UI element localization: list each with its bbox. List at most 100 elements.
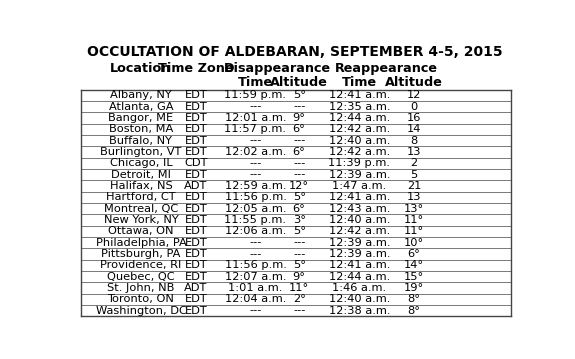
Text: 16: 16	[407, 113, 421, 123]
Text: ---: ---	[293, 169, 305, 180]
Text: 8: 8	[411, 135, 418, 145]
Text: Reappearance: Reappearance	[335, 62, 438, 75]
Text: Ottawa, ON: Ottawa, ON	[108, 226, 174, 236]
Text: 5°: 5°	[293, 260, 306, 270]
Text: 11:59 p.m.: 11:59 p.m.	[224, 90, 286, 100]
Text: 2: 2	[411, 158, 417, 168]
Text: 12:40 a.m.: 12:40 a.m.	[329, 215, 390, 225]
Text: EDT: EDT	[185, 226, 207, 236]
Text: 5°: 5°	[293, 226, 306, 236]
Text: 5°: 5°	[293, 192, 306, 202]
Text: 9°: 9°	[293, 113, 306, 123]
Text: ADT: ADT	[184, 181, 208, 191]
Text: 6°: 6°	[408, 249, 420, 259]
Text: 12:42 a.m.: 12:42 a.m.	[329, 147, 390, 157]
Text: ---: ---	[250, 238, 262, 247]
Text: St. John, NB: St. John, NB	[108, 283, 175, 293]
Text: ---: ---	[250, 306, 262, 316]
Text: 2°: 2°	[293, 294, 305, 304]
Text: 6°: 6°	[293, 147, 305, 157]
Text: EDT: EDT	[185, 147, 207, 157]
Text: 12:59 a.m.: 12:59 a.m.	[225, 181, 286, 191]
Text: 1:01 a.m.: 1:01 a.m.	[228, 283, 283, 293]
Text: 13: 13	[407, 192, 421, 202]
Text: 12:05 a.m.: 12:05 a.m.	[225, 204, 286, 214]
Text: EDT: EDT	[185, 306, 207, 316]
Text: 12:01 a.m.: 12:01 a.m.	[225, 113, 286, 123]
Text: Bangor, ME: Bangor, ME	[108, 113, 174, 123]
Text: 11°: 11°	[289, 283, 309, 293]
Text: New York, NY: New York, NY	[104, 215, 178, 225]
Text: 19°: 19°	[404, 283, 424, 293]
Text: 12:35 a.m.: 12:35 a.m.	[328, 102, 390, 112]
Text: 6°: 6°	[293, 204, 305, 214]
Text: 13: 13	[407, 147, 421, 157]
Text: 1:47 a.m.: 1:47 a.m.	[332, 181, 386, 191]
Text: ADT: ADT	[184, 283, 208, 293]
Text: 6°: 6°	[293, 124, 305, 134]
Text: CDT: CDT	[184, 158, 208, 168]
Text: 12:39 a.m.: 12:39 a.m.	[328, 238, 390, 247]
Text: ---: ---	[250, 249, 262, 259]
Text: Hartford, CT: Hartford, CT	[106, 192, 176, 202]
Text: EDT: EDT	[185, 204, 207, 214]
Text: ---: ---	[293, 102, 305, 112]
Text: 11°: 11°	[404, 226, 424, 236]
Text: Philadelphia, PA: Philadelphia, PA	[95, 238, 186, 247]
Text: EDT: EDT	[185, 90, 207, 100]
Text: EDT: EDT	[185, 113, 207, 123]
Text: 12:06 a.m.: 12:06 a.m.	[225, 226, 286, 236]
Text: 10°: 10°	[404, 238, 424, 247]
Text: EDT: EDT	[185, 135, 207, 145]
Text: 12:02 a.m.: 12:02 a.m.	[225, 147, 286, 157]
Text: 11:56 p.m.: 11:56 p.m.	[224, 260, 286, 270]
Text: 15°: 15°	[404, 271, 424, 281]
Text: 21: 21	[407, 181, 421, 191]
Text: OCCULTATION OF ALDEBARAN, SEPTEMBER 4-5, 2015: OCCULTATION OF ALDEBARAN, SEPTEMBER 4-5,…	[87, 45, 503, 59]
Text: 12:44 a.m.: 12:44 a.m.	[329, 113, 390, 123]
Text: EDT: EDT	[185, 169, 207, 180]
Text: 8°: 8°	[408, 294, 421, 304]
Text: 12:44 a.m.: 12:44 a.m.	[329, 271, 390, 281]
Text: 1:46 a.m.: 1:46 a.m.	[332, 283, 386, 293]
Text: Altitude: Altitude	[385, 76, 443, 89]
Text: 12°: 12°	[289, 181, 309, 191]
Text: Boston, MA: Boston, MA	[109, 124, 173, 134]
Text: Albany, NY: Albany, NY	[110, 90, 172, 100]
Text: ---: ---	[250, 158, 262, 168]
Text: 12:07 a.m.: 12:07 a.m.	[225, 271, 286, 281]
Text: 12:41 a.m.: 12:41 a.m.	[329, 90, 390, 100]
Text: EDT: EDT	[185, 294, 207, 304]
Text: Altitude: Altitude	[270, 76, 328, 89]
Text: Buffalo, NY: Buffalo, NY	[109, 135, 172, 145]
Text: Halifax, NS: Halifax, NS	[110, 181, 172, 191]
Text: 12:41 a.m.: 12:41 a.m.	[329, 260, 390, 270]
Text: Montreal, QC: Montreal, QC	[104, 204, 178, 214]
Text: Atlanta, GA: Atlanta, GA	[109, 102, 173, 112]
Text: EDT: EDT	[185, 271, 207, 281]
Text: Location: Location	[110, 62, 171, 75]
Text: 12:43 a.m.: 12:43 a.m.	[329, 204, 390, 214]
Text: EDT: EDT	[185, 124, 207, 134]
Text: 12:38 a.m.: 12:38 a.m.	[328, 306, 390, 316]
Text: Providence, RI: Providence, RI	[100, 260, 182, 270]
Text: Time: Time	[238, 76, 273, 89]
Text: 12:04 a.m.: 12:04 a.m.	[225, 294, 286, 304]
Text: ---: ---	[250, 135, 262, 145]
Text: EDT: EDT	[185, 260, 207, 270]
Text: 12:40 a.m.: 12:40 a.m.	[329, 135, 390, 145]
Text: ---: ---	[293, 158, 305, 168]
Text: EDT: EDT	[185, 238, 207, 247]
Text: ---: ---	[293, 306, 305, 316]
Text: 11°: 11°	[404, 215, 424, 225]
Text: Toronto, ON: Toronto, ON	[108, 294, 174, 304]
Text: 12: 12	[407, 90, 421, 100]
Text: 12:42 a.m.: 12:42 a.m.	[329, 226, 390, 236]
Text: 5°: 5°	[293, 90, 306, 100]
Text: 11:55 p.m.: 11:55 p.m.	[224, 215, 286, 225]
Text: EDT: EDT	[185, 215, 207, 225]
Text: EDT: EDT	[185, 192, 207, 202]
Text: 14: 14	[407, 124, 421, 134]
Text: ---: ---	[293, 238, 305, 247]
Text: 13°: 13°	[404, 204, 424, 214]
